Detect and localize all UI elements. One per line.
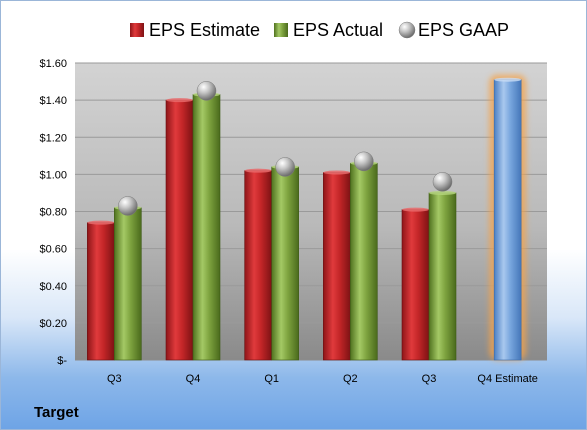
eps-actual-bar: [350, 162, 378, 361]
eps-estimate-bar: [401, 209, 430, 361]
y-tick-label: $1.40: [39, 95, 67, 107]
legend-gaap-marker: [398, 21, 416, 39]
legend-actual-swatch: [274, 23, 288, 37]
y-tick-label: $1.60: [39, 58, 67, 70]
legend-label: EPS GAAP: [418, 20, 509, 40]
x-category-label: Q3: [422, 373, 437, 385]
bar-cap: [87, 220, 115, 225]
y-tick-label: $0.80: [39, 207, 67, 219]
eps-actual-bar: [271, 166, 299, 361]
eps-gaap-marker: [196, 81, 217, 101]
x-category-label: Q1: [264, 373, 279, 385]
bar-cap: [402, 207, 429, 212]
eps-estimate-bar: [244, 170, 272, 361]
bar-cap: [166, 98, 193, 103]
eps-gaap-marker: [432, 172, 453, 192]
x-category-label: Q4: [186, 373, 201, 385]
legend-label: EPS Estimate: [149, 20, 260, 40]
eps-actual-bar: [428, 192, 457, 361]
estimate-bar: [493, 79, 522, 361]
y-tick-label: $0.20: [39, 318, 67, 330]
y-tick-label: $0.40: [39, 281, 67, 293]
bar-cap: [244, 168, 272, 173]
legend-estimate-swatch: [130, 23, 144, 37]
eps-gaap-marker: [275, 157, 295, 177]
bar-cap: [323, 170, 351, 175]
eps-gaap-marker: [354, 151, 374, 172]
y-axis-ticks: $- $0.20 $0.40 $0.60 $0.80 $1.00 $1.20 $1.40 $1.…: [39, 58, 67, 367]
y-tick-label: $-: [57, 355, 67, 367]
gridlines: [75, 62, 547, 361]
chart-legend: EPS Estimate EPS Actual EPS GAAP: [130, 20, 509, 40]
y-tick-label: $0.60: [39, 244, 67, 256]
bars: [87, 74, 527, 361]
company-name: Target: [34, 404, 79, 421]
y-tick-label: $1.20: [39, 132, 67, 144]
x-axis-categories: Q3 Q4 Q1 Q2 Q3 Q4 Estimate: [107, 373, 538, 385]
eps-actual-bar: [192, 94, 221, 361]
y-tick-label: $1.00: [39, 169, 67, 181]
eps-estimate-bar: [165, 99, 194, 361]
bar-cap: [429, 190, 456, 195]
x-category-label: Q3: [107, 373, 122, 385]
eps-actual-bar: [114, 207, 142, 361]
legend-label: EPS Actual: [293, 20, 383, 40]
x-category-label: Q2: [343, 373, 358, 385]
estimate-bar-cap: [494, 77, 522, 82]
eps-estimate-bar: [323, 172, 351, 361]
eps-estimate-bar: [87, 222, 115, 361]
x-category-label: Q4 Estimate: [477, 373, 538, 385]
eps-gaap-marker: [118, 196, 138, 216]
